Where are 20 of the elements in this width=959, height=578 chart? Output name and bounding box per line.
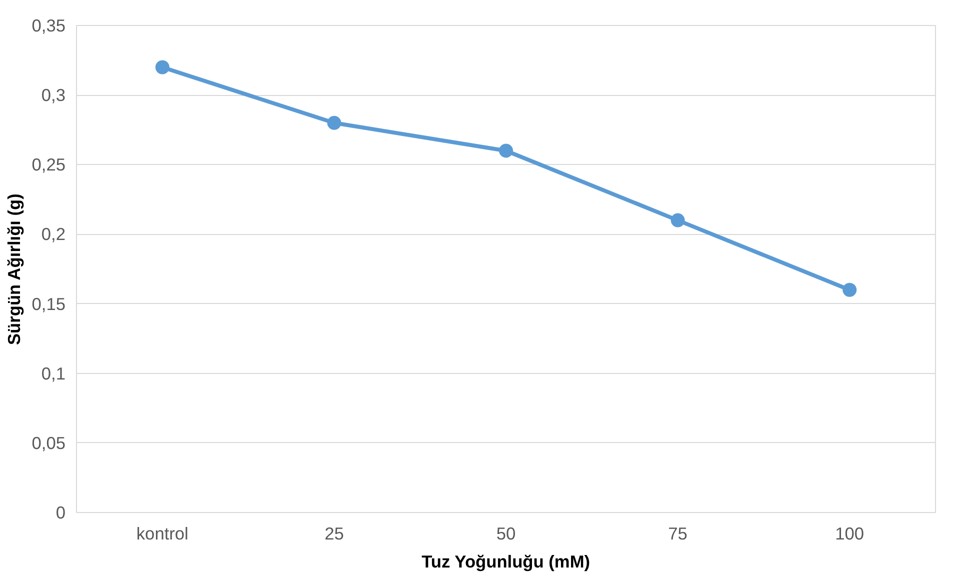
x-tick-label: kontrol: [136, 524, 188, 544]
point: [670, 213, 685, 228]
x-tick-label: 25: [324, 524, 344, 544]
y-tick-label: 0,2: [41, 224, 66, 244]
y-tick-label: 0,3: [41, 85, 66, 106]
x-tick-label: 75: [668, 524, 688, 544]
y-tick-label: 0: [56, 502, 66, 522]
point: [155, 60, 170, 74]
y-tick-label: 0,05: [32, 432, 66, 453]
x-axis-title: Tuz Yoğunluğu (mM): [422, 552, 590, 572]
y-tick-label: 0,35: [32, 16, 66, 36]
point: [327, 116, 342, 130]
point: [842, 282, 857, 297]
x-tick-label: 50: [496, 524, 516, 544]
x-tick-label: 100: [835, 524, 864, 544]
y-tick-label: 0,25: [32, 154, 66, 175]
point: [499, 144, 513, 158]
y-axis-title: Sürgün Ağırlığı (g): [4, 194, 24, 346]
y-tick-label: 0,1: [41, 363, 66, 384]
y-tick-label: 0,15: [32, 294, 66, 314]
